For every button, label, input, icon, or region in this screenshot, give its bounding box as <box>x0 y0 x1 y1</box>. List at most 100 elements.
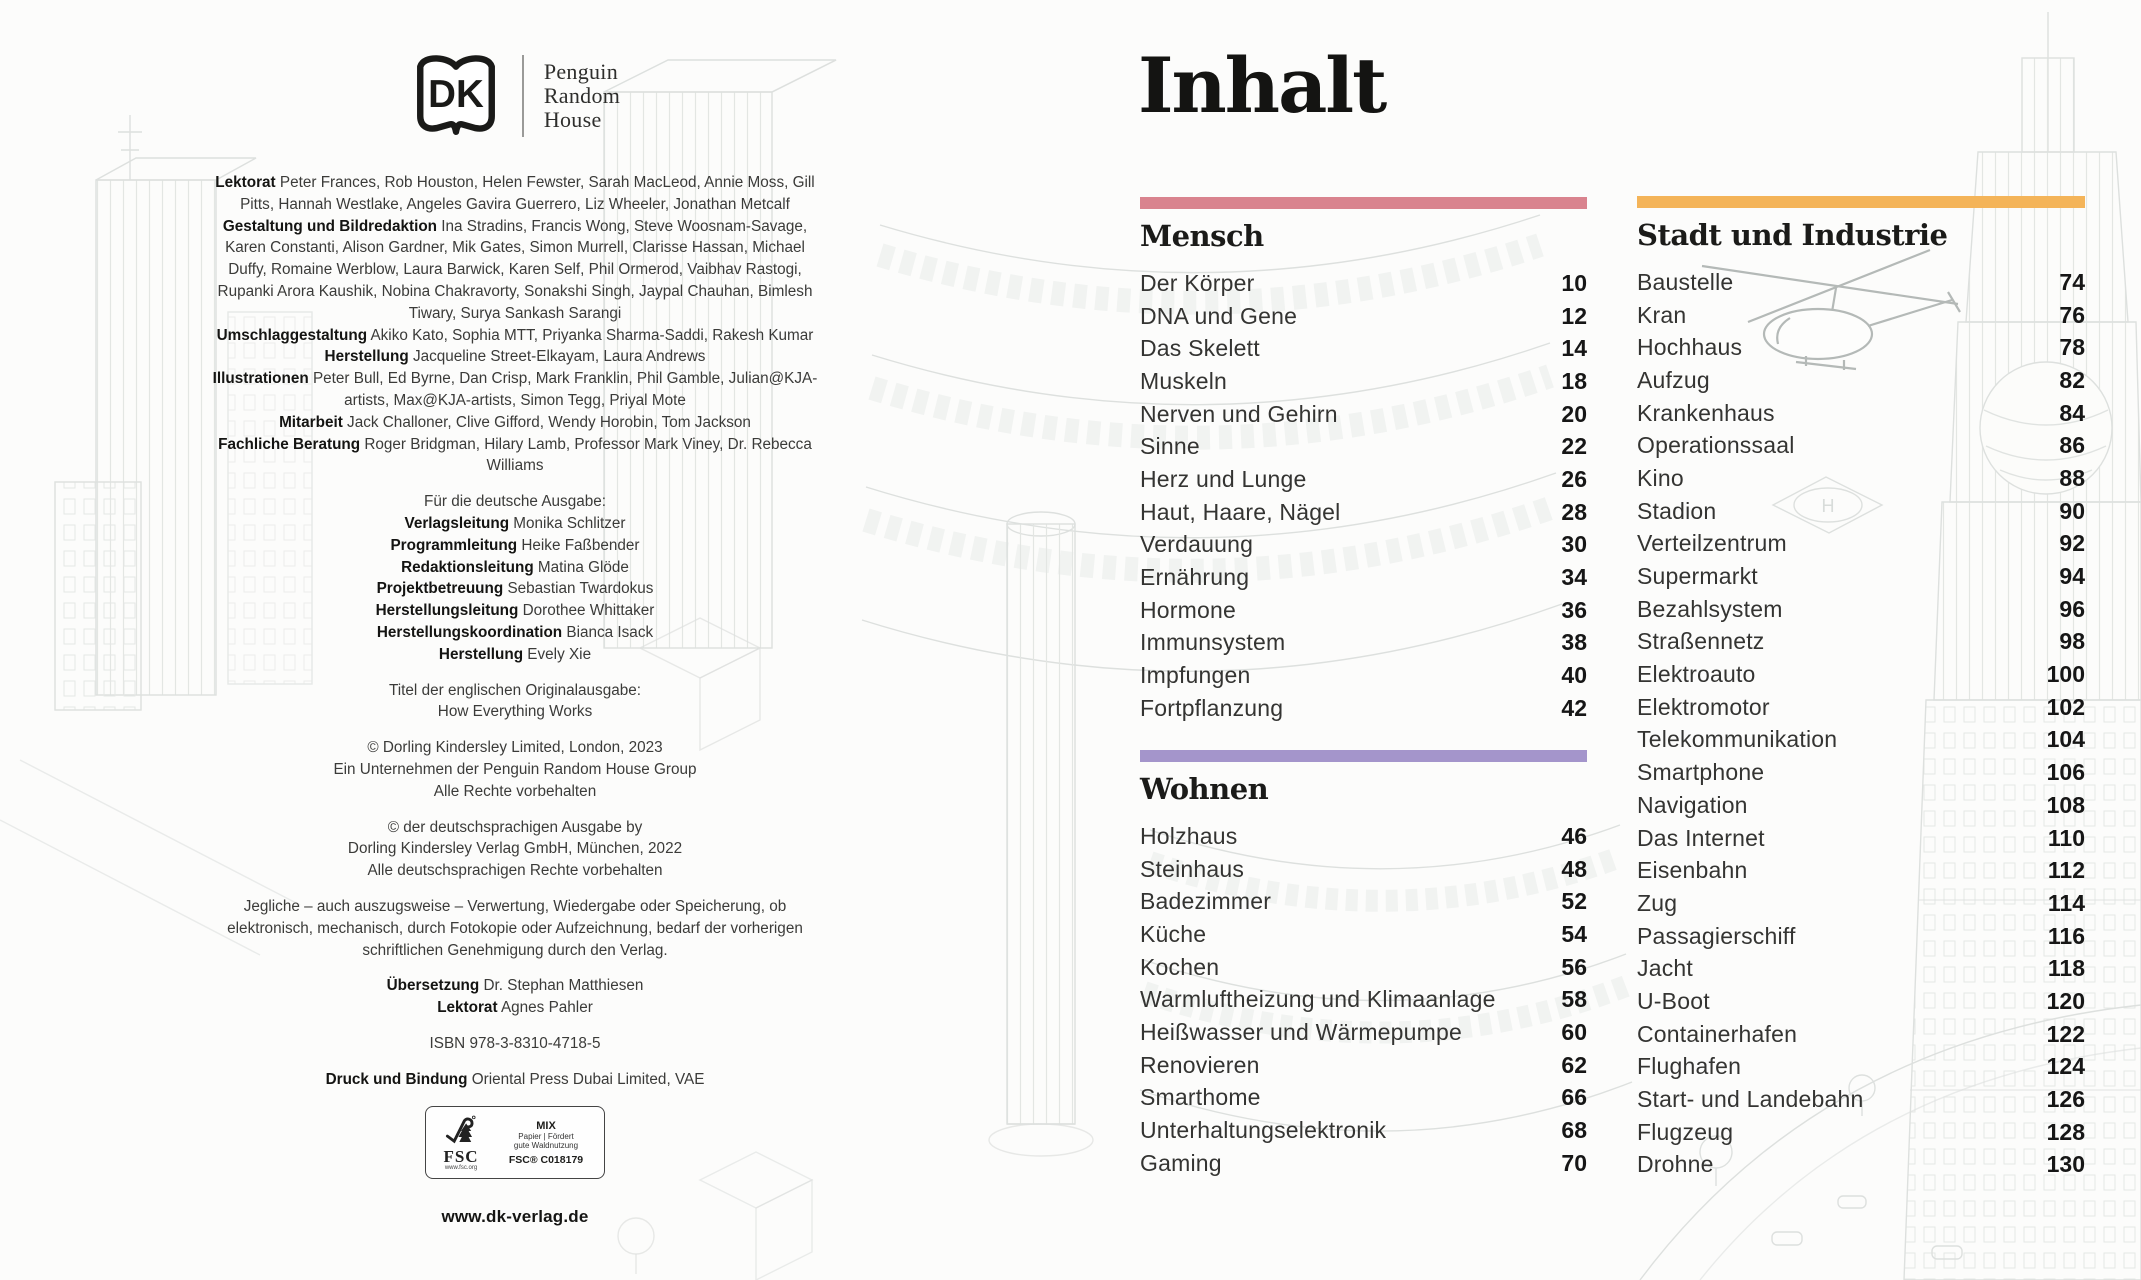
prh-line: Penguin <box>543 59 619 84</box>
toc-entry-label: Zug <box>1637 889 1678 916</box>
fsc-brand: FSC <box>443 1147 479 1167</box>
toc-entry: Badezimmer 52 <box>1140 885 1587 918</box>
toc-entry-label: Küche <box>1140 920 1207 947</box>
imprint-line: Lektorat Peter Frances, Rob Houston, Hel… <box>215 174 815 213</box>
fsc-claim: gute Waldnutzung <box>513 1141 579 1151</box>
toc-entry: Flugzeug 128 <box>1637 1116 2085 1149</box>
toc-entry: Ernährung 34 <box>1140 561 1587 594</box>
toc-entry-label: Telekommunikation <box>1637 726 1838 753</box>
toc-entry: Eisenbahn 112 <box>1637 854 2085 887</box>
toc-entry-page: 88 <box>2059 464 2085 491</box>
toc-entry-page: 100 <box>2046 661 2085 688</box>
toc-entry: Renovieren 62 <box>1140 1049 1587 1082</box>
toc-entry-page: 86 <box>2059 432 2085 459</box>
toc-entry: Verteilzentrum 92 <box>1637 528 2085 561</box>
toc-entry-label: Flughafen <box>1637 1053 1742 1080</box>
imprint-line: Jegliche – auch auszugsweise – Verwertun… <box>227 897 803 959</box>
toc-entry-label: Flugzeug <box>1637 1118 1734 1145</box>
toc-entry-page: 82 <box>2059 366 2085 393</box>
toc-entry-label: Warmluftheizung und Klimaanlage <box>1140 986 1496 1013</box>
toc-entry-label: Eisenbahn <box>1637 857 1748 884</box>
toc-entry-label: Straßennetz <box>1637 628 1765 655</box>
toc-entry: Kochen 56 <box>1140 951 1587 984</box>
toc-entry-label: Ernährung <box>1140 564 1250 591</box>
toc-entry: Straßennetz 98 <box>1637 626 2085 659</box>
imprint-line: Fachliche Beratung Roger Bridgman, Hilar… <box>218 435 812 475</box>
toc-entry-label: Herz und Lunge <box>1140 465 1307 492</box>
toc-entry-page: 66 <box>1561 1084 1587 1111</box>
toc-entry-label: Nerven und Gehirn <box>1140 400 1338 427</box>
section-title: Mensch <box>1140 219 1264 253</box>
toc-entry: Flughafen 124 <box>1637 1051 2085 1084</box>
toc-entry-label: Containerhafen <box>1637 1020 1798 1047</box>
toc-entry-page: 46 <box>1561 822 1587 849</box>
section-list: Der Körper 10 DNA und Gene 12 Das Skelett 14 M… <box>1140 267 1587 725</box>
toc-entry: Jacht 118 <box>1637 952 2085 985</box>
toc-entry-page: 126 <box>2046 1086 2085 1113</box>
helicopter-illustration <box>1701 248 1961 371</box>
toc-entry-page: 38 <box>1561 629 1587 656</box>
toc-entry: Elektroauto 100 <box>1637 658 2085 691</box>
toc-entry: Smarthome 66 <box>1140 1082 1587 1115</box>
prh-line: Random <box>543 83 621 108</box>
toc-entry: Steinhaus 48 <box>1140 853 1587 886</box>
section-list: Baustelle 74 Kran 76 Hochhaus 78 Aufzug 82 Krank… <box>1637 266 2085 1181</box>
toc-entry: Zug 114 <box>1637 887 2085 920</box>
toc-entry-page: 62 <box>1561 1051 1587 1078</box>
toc-entry-page: 12 <box>1561 302 1587 329</box>
imprint-line: Mitarbeit Jack Challoner, Clive Gifford,… <box>279 413 751 431</box>
fsc-tree-icon <box>445 1116 476 1144</box>
toc-entry: Gaming 70 <box>1140 1147 1587 1180</box>
toc-section-stadt-und-industrie: Stadt und Industrie Baustelle 74 Kran 76 Hoc… <box>1637 196 2085 1181</box>
imprint-line: Herstellungskoordination Bianca Isack <box>376 623 654 641</box>
toc-entry: Krankenhaus 84 <box>1637 397 2085 430</box>
toc-entry: Kino 88 <box>1637 462 2085 495</box>
toc-entry: Baustelle 74 <box>1637 266 2085 299</box>
section-bar <box>1140 750 1587 762</box>
toc-entry: Passagierschiff 116 <box>1637 920 2085 953</box>
toc-entry: Verdauung 30 <box>1140 529 1587 562</box>
toc-entry: Supermarkt 94 <box>1637 560 2085 593</box>
toc-entry-page: 114 <box>2047 889 2085 916</box>
section-list: Holzhaus 46 Steinhaus 48 Badezimmer 52 Küche 54… <box>1140 820 1587 1180</box>
toc-entry-label: Elektroauto <box>1637 661 1756 688</box>
toc-entry-page: 14 <box>1561 335 1587 362</box>
toc-entry: Unterhaltungselektronik 68 <box>1140 1114 1587 1147</box>
toc-entry: Heißwasser und Wärmepumpe 60 <box>1140 1016 1587 1049</box>
toc-entry-page: 94 <box>2059 563 2085 590</box>
toc-entry-page: 118 <box>2047 955 2085 982</box>
toc-entry: Küche 54 <box>1140 918 1587 951</box>
toc-entry-label: Das Internet <box>1637 824 1765 851</box>
toc-entry-label: U-Boot <box>1637 987 1710 1014</box>
toc-entry-label: Navigation <box>1637 791 1748 818</box>
svg-text:H: H <box>1822 496 1835 516</box>
toc-entry: Aufzug 82 <box>1637 364 2085 397</box>
imprint-line: Herstellung Jacqueline Street-Elkayam, L… <box>324 348 706 366</box>
toc-entry-page: 10 <box>1561 269 1587 296</box>
imprint: Lektorat Peter Frances, Rob Houston, Hel… <box>205 172 825 1090</box>
imprint-line: Alle Rechte vorbehalten <box>433 782 597 800</box>
toc-entry: Muskeln 18 <box>1140 365 1587 398</box>
toc-entry-page: 102 <box>2046 693 2085 720</box>
toc-entry-label: Baustelle <box>1637 268 1734 295</box>
toc-entry: Operationssaal 86 <box>1637 429 2085 462</box>
logo-divider <box>521 55 524 137</box>
toc-entry-label: Operationssaal <box>1637 432 1795 459</box>
toc-entry-page: 34 <box>1561 564 1587 591</box>
toc-entry-label: Gaming <box>1140 1149 1222 1176</box>
dk-logo: DK <box>416 55 495 135</box>
toc-entry-page: 92 <box>2059 530 2085 557</box>
fsc-label: FSC www.fsc.org MIX Papier | Fördert gut… <box>425 1106 605 1180</box>
penguin-random-house-logo: Penguin Random House <box>544 60 620 132</box>
toc-entry-page: 28 <box>1561 498 1587 525</box>
toc-entry-page: 40 <box>1561 662 1587 689</box>
toc-entry-page: 58 <box>1561 986 1587 1013</box>
toc-entry: Immunsystem 38 <box>1140 627 1587 660</box>
toc-entry-label: Sinne <box>1140 433 1200 460</box>
imprint-line: Für die deutsche Ausgabe: <box>424 493 606 511</box>
toc-entry-label: Smarthome <box>1140 1084 1261 1111</box>
toc-entry-page: 98 <box>2059 628 2085 655</box>
imprint-line: © der deutschsprachigen Ausgabe by <box>387 818 643 836</box>
toc-entry: U-Boot 120 <box>1637 985 2085 1018</box>
toc-entry-label: Renovieren <box>1140 1051 1260 1078</box>
